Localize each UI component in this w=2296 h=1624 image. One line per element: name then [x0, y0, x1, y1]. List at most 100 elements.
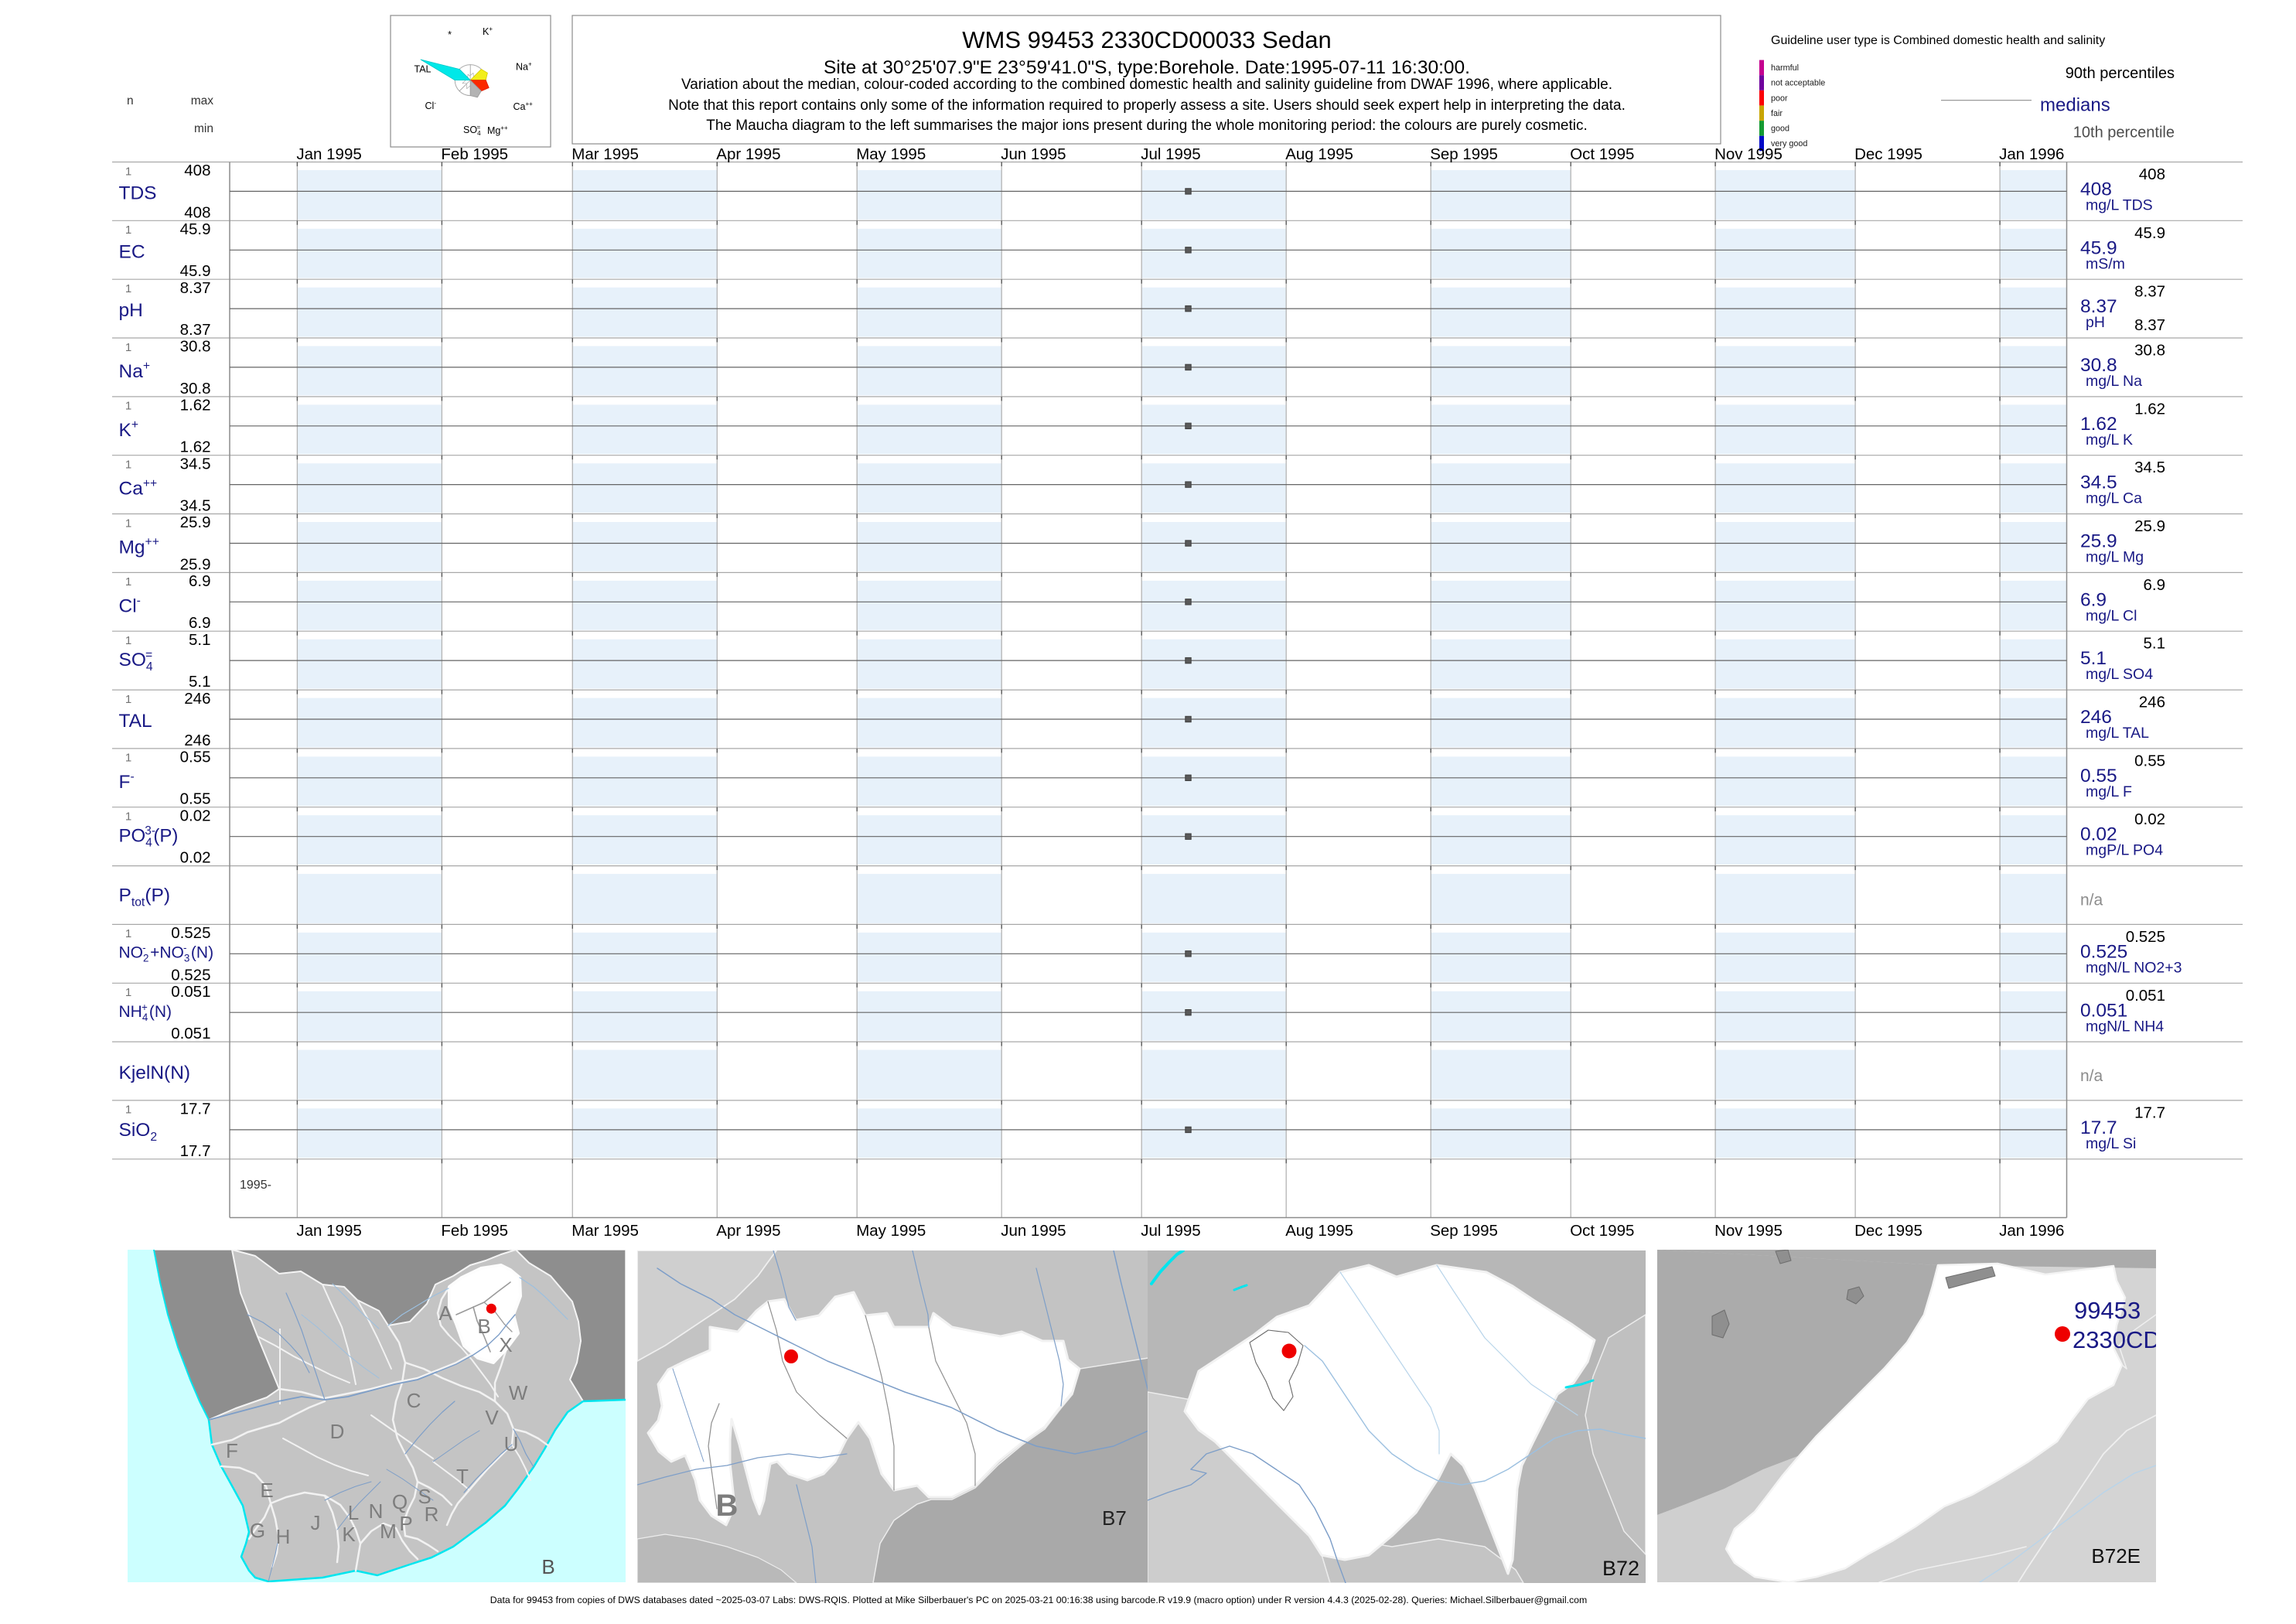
svg-text:0.02: 0.02 — [180, 807, 211, 824]
svg-text:SiO2: SiO2 — [119, 1120, 158, 1144]
svg-text:max: max — [191, 94, 214, 107]
svg-text:mg/L SO4: mg/L SO4 — [2086, 666, 2153, 683]
svg-text:10th percentile: 10th percentile — [2073, 125, 2175, 142]
svg-text:Jun 1995: Jun 1995 — [1001, 1222, 1066, 1240]
svg-text:mg/L Mg: mg/L Mg — [2086, 549, 2144, 566]
svg-text:17.7: 17.7 — [2080, 1117, 2117, 1138]
svg-text:W: W — [509, 1381, 528, 1404]
svg-text:J: J — [311, 1511, 321, 1534]
svg-text:E: E — [260, 1479, 273, 1502]
svg-text:very good: very good — [1771, 139, 1807, 148]
svg-text:mgP/L PO4: mgP/L PO4 — [2086, 842, 2163, 859]
svg-text:F: F — [226, 1439, 238, 1462]
svg-text:n/a: n/a — [2080, 892, 2103, 909]
svg-text:Jul 1995: Jul 1995 — [1141, 145, 1201, 163]
svg-text:mgN/L NH4: mgN/L NH4 — [2086, 1018, 2164, 1035]
svg-text:mg/L F: mg/L F — [2086, 783, 2132, 800]
svg-text:fair: fair — [1771, 109, 1783, 118]
svg-text:8.37: 8.37 — [2134, 316, 2165, 334]
svg-text:34.5: 34.5 — [180, 455, 211, 473]
svg-text:1: 1 — [125, 223, 131, 237]
svg-text:246: 246 — [2139, 694, 2165, 711]
svg-text:1.62: 1.62 — [180, 438, 211, 456]
svg-text:408: 408 — [184, 162, 210, 179]
svg-text:Dec 1995: Dec 1995 — [1854, 145, 1922, 163]
svg-text:B7: B7 — [1102, 1506, 1127, 1530]
svg-text:99453: 99453 — [2074, 1297, 2141, 1324]
svg-text:25.9: 25.9 — [180, 513, 211, 531]
svg-text:Site at 30°25'07.9"E 23°59'41.: Site at 30°25'07.9"E 23°59'41.0"S, type:… — [824, 57, 1470, 78]
svg-text:mg/L Ca: mg/L Ca — [2086, 490, 2142, 507]
svg-text:Jan 1995: Jan 1995 — [296, 145, 361, 163]
svg-text:8.37: 8.37 — [180, 321, 211, 339]
svg-text:n/a: n/a — [2080, 1067, 2103, 1085]
svg-text:Aug 1995: Aug 1995 — [1285, 145, 1353, 163]
svg-text:0.55: 0.55 — [180, 790, 211, 808]
svg-text:Sep 1995: Sep 1995 — [1430, 1222, 1498, 1240]
svg-text:Mar 1995: Mar 1995 — [571, 145, 639, 163]
svg-text:pH: pH — [119, 300, 143, 321]
svg-text:5.1: 5.1 — [189, 631, 211, 649]
svg-text:mS/m: mS/m — [2086, 255, 2125, 272]
svg-text:EC: EC — [119, 241, 145, 262]
svg-text:mg/L Cl: mg/L Cl — [2086, 607, 2137, 624]
svg-text:Jul 1995: Jul 1995 — [1141, 1222, 1201, 1240]
svg-text:WMS 99453 2330CD00033 Sedan: WMS 99453 2330CD00033 Sedan — [962, 26, 1331, 53]
svg-text:Q: Q — [392, 1490, 408, 1513]
svg-text:5.1: 5.1 — [2144, 635, 2166, 653]
svg-text:1: 1 — [125, 165, 131, 178]
svg-text:0.051: 0.051 — [2080, 1000, 2127, 1021]
svg-text:B: B — [477, 1315, 490, 1338]
svg-text:8.37: 8.37 — [2134, 283, 2165, 301]
svg-text:1995-: 1995- — [240, 1179, 271, 1192]
svg-text:poor: poor — [1771, 94, 1788, 103]
svg-text:0.051: 0.051 — [171, 983, 210, 1001]
svg-text:B: B — [716, 1489, 739, 1523]
svg-text:0.55: 0.55 — [2080, 766, 2117, 786]
svg-text:mg/L Si: mg/L Si — [2086, 1135, 2136, 1152]
svg-text:0.525: 0.525 — [2126, 928, 2165, 946]
svg-text:K+: K+ — [119, 418, 139, 441]
svg-text:6.9: 6.9 — [2080, 589, 2107, 610]
svg-text:Aug 1995: Aug 1995 — [1285, 1222, 1353, 1240]
svg-text:5.1: 5.1 — [2080, 648, 2107, 669]
svg-text:30.8: 30.8 — [2080, 355, 2117, 376]
svg-text:B72E: B72E — [2091, 1544, 2141, 1568]
svg-text:1: 1 — [125, 282, 131, 295]
svg-text:246: 246 — [184, 732, 210, 749]
svg-text:Na+: Na+ — [516, 61, 532, 73]
svg-text:PO4 3- (P): PO4 3- (P) — [119, 824, 179, 849]
svg-text:TAL: TAL — [415, 64, 432, 75]
svg-text:n: n — [127, 94, 134, 107]
svg-text:1.62: 1.62 — [2134, 400, 2165, 418]
svg-text:Jan 1996: Jan 1996 — [1999, 1222, 2064, 1240]
svg-text:30.8: 30.8 — [180, 380, 211, 397]
svg-text:Cl-: Cl- — [119, 595, 141, 617]
svg-text:Apr 1995: Apr 1995 — [716, 1222, 780, 1240]
svg-text:N: N — [369, 1499, 384, 1523]
svg-text:Oct 1995: Oct 1995 — [1570, 1222, 1634, 1240]
svg-text:Cl-: Cl- — [425, 100, 437, 111]
svg-text:1: 1 — [125, 575, 131, 589]
svg-text:Oct 1995: Oct 1995 — [1570, 145, 1634, 163]
svg-text:G: G — [250, 1519, 265, 1542]
svg-text:D: D — [330, 1420, 345, 1443]
svg-text:L: L — [348, 1501, 359, 1524]
svg-text:45.9: 45.9 — [180, 220, 211, 238]
svg-text:C: C — [407, 1389, 421, 1412]
svg-text:25.9: 25.9 — [180, 555, 211, 573]
svg-text:30.8: 30.8 — [180, 338, 211, 356]
svg-text:17.7: 17.7 — [2134, 1104, 2165, 1121]
svg-text:The Maucha diagram to the left: The Maucha diagram to the left summarise… — [706, 118, 1588, 134]
svg-text:34.5: 34.5 — [180, 497, 211, 515]
svg-text:mg/L Na: mg/L Na — [2086, 373, 2142, 390]
svg-text:1.62: 1.62 — [2080, 414, 2117, 435]
svg-text:5.1: 5.1 — [189, 673, 211, 691]
svg-text:T: T — [456, 1465, 469, 1488]
svg-text:mg/L TDS: mg/L TDS — [2086, 197, 2153, 214]
svg-text:6.9: 6.9 — [189, 614, 211, 632]
svg-text:Data for 99453 from copies of: Data for 99453 from copies of DWS databa… — [490, 1595, 1587, 1605]
svg-text:Ca++: Ca++ — [119, 477, 158, 500]
svg-text:90th percentiles: 90th percentiles — [2066, 65, 2175, 82]
svg-text:Jan 1996: Jan 1996 — [1999, 145, 2064, 163]
